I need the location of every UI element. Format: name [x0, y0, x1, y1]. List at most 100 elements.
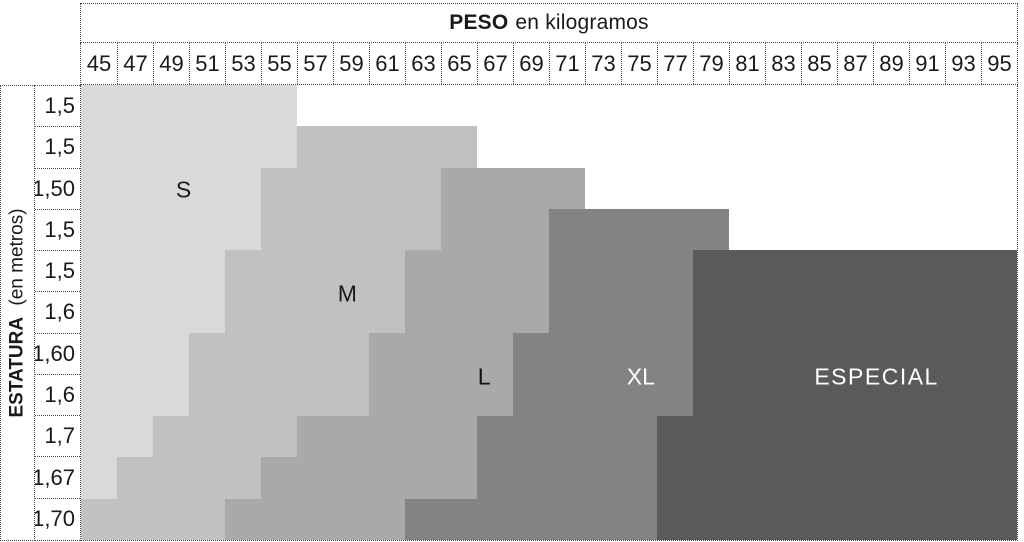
- grid-cell-1_5-69-none: [513, 126, 549, 168]
- grid-cell-1_67-55-L: [261, 457, 297, 499]
- grid-cell-1_67-49-M: [153, 457, 189, 499]
- grid-cell-1_60-53-M: [225, 333, 261, 375]
- grid-cell-1_70-87-ESPECIAL: [837, 498, 873, 540]
- grid-cell-1_6-59-M: [333, 291, 369, 334]
- grid-cell-1_5-93-none: [945, 126, 981, 168]
- grid-cell-1_5-79-XL: [693, 209, 729, 251]
- grid-cell-1_5-53-S: [225, 85, 261, 127]
- grid-cell-1_5-47-S: [117, 85, 153, 127]
- grid-cell-1_7-63-L: [405, 415, 441, 458]
- grid-cell-1_5-79-none: [693, 126, 729, 168]
- grid-cell-1_5-45-S: [81, 85, 117, 127]
- grid-cell-1_50-61-M: [369, 167, 405, 210]
- grid-cell-1_67-79-ESPECIAL: [693, 457, 729, 499]
- grid-cell-1_5-61-M: [369, 126, 405, 168]
- x-axis-title-bold: PESO: [449, 11, 509, 34]
- grid-cell-1_7-45-S: [81, 415, 117, 458]
- grid-cell-1_60-79-ESPECIAL: [693, 333, 729, 375]
- grid-cell-1_6-73-XL: [585, 374, 621, 416]
- height-tick-row-10: 1,67: [35, 457, 80, 499]
- grid-cell-1_60-69-XL: [513, 333, 549, 375]
- grid-cell-1_67-59-L: [333, 457, 369, 499]
- y-axis-title-cell: ESTATURA (en metros): [0, 85, 35, 541]
- grid-cell-1_6-55-M: [261, 291, 297, 334]
- grid-cell-1_5-91-none: [909, 85, 945, 127]
- grid-cell-1_50-63-M: [405, 167, 441, 210]
- grid-cell-1_6-89-ESPECIAL: [873, 374, 909, 416]
- grid-cell-1_5-69-L: [513, 250, 549, 292]
- grid-cell-1_5-81-none: [729, 126, 765, 168]
- grid-cell-1_70-77-ESPECIAL: [657, 498, 693, 540]
- y-axis-title-rest: (en metros): [6, 208, 28, 306]
- grid-cell-1_70-95-ESPECIAL: [981, 498, 1017, 540]
- height-tick-row-4: 1,5: [35, 210, 80, 252]
- grid-cell-1_6-93-ESPECIAL: [945, 291, 981, 334]
- grid-cell-1_5-83-none: [765, 126, 801, 168]
- height-tick-row-8: 1,6: [35, 375, 80, 417]
- grid-cell-1_6-81-ESPECIAL: [729, 291, 765, 334]
- grid-cell-1_6-47-S: [117, 374, 153, 416]
- grid-cell-1_70-65-XL: [441, 498, 477, 540]
- grid-cell-1_6-87-ESPECIAL: [837, 374, 873, 416]
- grid-cell-1_67-93-ESPECIAL: [945, 457, 981, 499]
- grid-cell-1_5-73-XL: [585, 250, 621, 292]
- grid-cell-1_67-65-L: [441, 457, 477, 499]
- grid-cell-1_5-85-ESPECIAL: [801, 250, 837, 292]
- grid-cell-1_50-53-S: [225, 167, 261, 210]
- grid-cell-1_50-55-M: [261, 167, 297, 210]
- grid-cell-1_5-65-L: [441, 209, 477, 251]
- grid-cell-1_50-59-M: [333, 167, 369, 210]
- grid-cell-1_6-61-M: [369, 291, 405, 334]
- grid-cell-1_5-71-none: [549, 126, 585, 168]
- grid-cell-1_70-85-ESPECIAL: [801, 498, 837, 540]
- grid-cell-1_5-79-none: [693, 85, 729, 127]
- weight-tick-71: 71: [549, 43, 585, 84]
- grid-cell-1_7-75-XL: [621, 415, 657, 458]
- grid-cell-1_70-93-ESPECIAL: [945, 498, 981, 540]
- grid-cell-1_6-85-ESPECIAL: [801, 291, 837, 334]
- grid-cell-1_5-57-M: [297, 209, 333, 251]
- grid-cell-1_7-65-L: [441, 415, 477, 458]
- grid-cell-1_5-75-none: [621, 126, 657, 168]
- weights-row: 45 47 49 51 53 55 57 59 61 63 65 67 69 71 73 75 77 79 81 83…: [80, 43, 1018, 85]
- weight-tick-83: 83: [765, 43, 801, 84]
- grid-cell-1_5-45-S: [81, 126, 117, 168]
- grid-cell-1_5-49-S: [153, 250, 189, 292]
- grid-cell-1_5-89-none: [873, 85, 909, 127]
- grid-cell-1_7-51-M: [189, 415, 225, 458]
- grid-cell-1_67-85-ESPECIAL: [801, 457, 837, 499]
- grid-cell-1_6-93-ESPECIAL: [945, 374, 981, 416]
- grid-cell-1_50-47-S: [117, 167, 153, 210]
- grid-cell-1_70-81-ESPECIAL: [729, 498, 765, 540]
- grid-cell-1_5-57-none: [297, 85, 333, 127]
- grid-cell-1_6-63-L: [405, 291, 441, 334]
- grid-cell-1_67-67-XL: [477, 457, 513, 499]
- grid-cell-1_6-51-M: [189, 374, 225, 416]
- height-tick-row-5: 1,5: [35, 251, 80, 293]
- grid-cell-1_5-49-S: [153, 85, 189, 127]
- grid-cell-1_5-85-none: [801, 85, 837, 127]
- grid-cell-1_70-59-L: [333, 498, 369, 540]
- grid-cell-1_5-67-none: [477, 85, 513, 127]
- grid-cell-1_7-91-ESPECIAL: [909, 415, 945, 458]
- grid-cell-1_5-53-S: [225, 126, 261, 168]
- grid-cell-1_5-63-none: [405, 85, 441, 127]
- grid-cell-1_5-71-XL: [549, 209, 585, 251]
- grid-cell-1_6-51-S: [189, 291, 225, 334]
- grid-cell-1_50-89-none: [873, 167, 909, 210]
- y-axis-title-bold: ESTATURA: [6, 316, 28, 418]
- grid-cell-1_6-65-L: [441, 291, 477, 334]
- grid-cell-1_6-77-XL: [657, 291, 693, 334]
- grid-cell-1_7-77-ESPECIAL: [657, 415, 693, 458]
- grid-cell-1_6-45-S: [81, 291, 117, 334]
- grid-cell-1_5-51-S: [189, 126, 225, 168]
- grid-cell-1_60-45-S: [81, 333, 117, 375]
- grid-cell-1_5-83-none: [765, 85, 801, 127]
- grid-cell-1_5-67-L: [477, 250, 513, 292]
- grid-cell-1_5-77-none: [657, 85, 693, 127]
- grid-cell-1_6-61-L: [369, 374, 405, 416]
- grid-cell-1_5-95-ESPECIAL: [981, 250, 1017, 292]
- grid-cell-1_5-77-XL: [657, 250, 693, 292]
- grid-cell-1_67-47-M: [117, 457, 153, 499]
- grid-cell-1_70-61-L: [369, 498, 405, 540]
